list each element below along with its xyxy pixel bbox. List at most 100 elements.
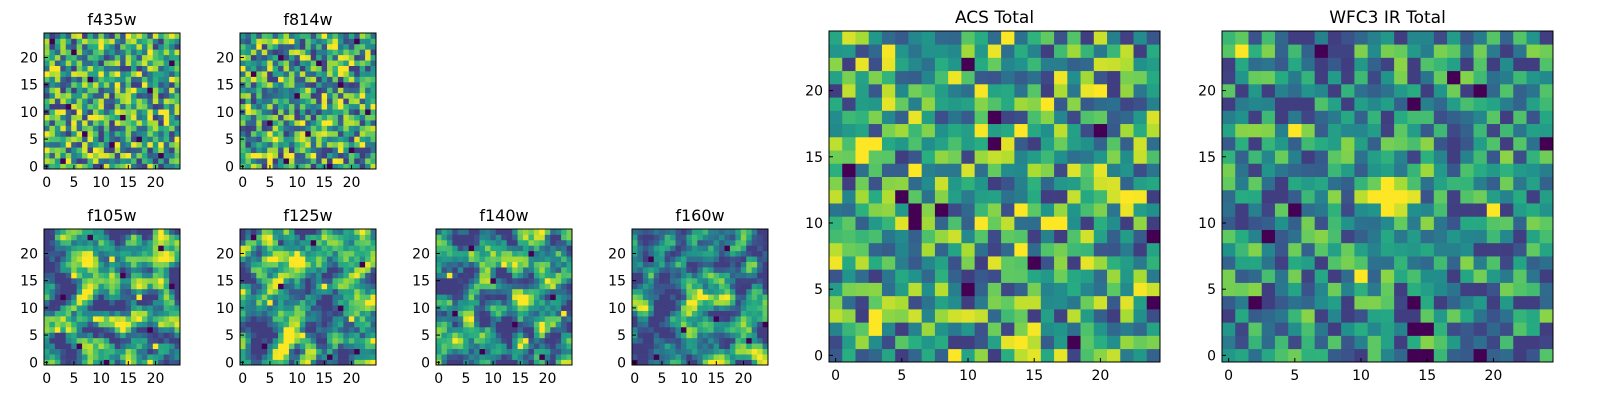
heatmap-cell [147, 33, 154, 39]
heatmap-cell [735, 332, 742, 339]
heatmap-cell [44, 33, 50, 39]
heatmap-cell [163, 332, 170, 339]
heatmap-cell [740, 250, 747, 257]
heatmap-cell [250, 71, 257, 77]
heatmap-cell [680, 277, 687, 284]
heatmap-cell [332, 49, 339, 56]
heatmap-cell [354, 256, 361, 262]
heatmap-cell [321, 114, 328, 121]
heatmap-cell [452, 332, 459, 339]
heatmap-cell [881, 31, 896, 45]
heatmap-cell [670, 348, 676, 355]
heatmap-cell [92, 60, 99, 66]
heatmap-cell [76, 250, 83, 257]
heatmap-cell [109, 277, 116, 284]
heatmap-cell [82, 294, 88, 301]
heatmap-cell [757, 337, 763, 344]
heatmap-cell [457, 256, 464, 262]
heatmap-cell [829, 256, 843, 270]
heatmap-cell [948, 242, 962, 257]
heatmap-cell [125, 33, 132, 39]
heatmap-cell [735, 256, 742, 262]
heatmap-cell [501, 316, 508, 322]
heatmap-cell [278, 87, 284, 94]
heatmap-cell [735, 234, 742, 241]
heatmap-cell [354, 43, 361, 50]
heatmap-cell [1040, 83, 1055, 98]
heatmap-cell [855, 229, 870, 244]
heatmap-cell [114, 310, 121, 317]
heatmap-cell [474, 272, 480, 279]
heatmap-cell [92, 272, 99, 279]
x-tick-label: 0 [238, 371, 247, 387]
heatmap-cell [517, 310, 524, 317]
heatmap-cell [842, 348, 856, 363]
heatmap-cell [267, 316, 273, 322]
heatmap-cell [98, 310, 105, 317]
heatmap-cell [169, 267, 175, 273]
heatmap-cell [332, 354, 339, 360]
heatmap-cell [299, 261, 306, 268]
heatmap-cell [441, 359, 448, 366]
heatmap-cell [278, 267, 284, 273]
heatmap-cell [114, 152, 121, 159]
heatmap-cell [1341, 309, 1355, 323]
heatmap-cell [44, 43, 50, 50]
heatmap-cell [506, 250, 513, 257]
heatmap-cell [680, 267, 687, 273]
heatmap-cell [1473, 256, 1488, 270]
heatmap-cell [141, 125, 148, 132]
panel-title: f140w [479, 206, 528, 225]
heatmap-cell [719, 234, 725, 241]
heatmap-cell [147, 332, 154, 339]
heatmap-cell [256, 343, 263, 350]
heatmap-cell [114, 87, 121, 94]
heatmap-cell [141, 294, 148, 301]
heatmap-cell [512, 256, 518, 262]
heatmap-cell [686, 277, 693, 284]
heatmap-cell [359, 147, 366, 154]
heatmap-cell [1120, 123, 1134, 138]
heatmap-cell [158, 250, 165, 257]
heatmap-cell [261, 321, 268, 328]
heatmap-cell [490, 332, 497, 339]
heatmap-cell [484, 321, 491, 328]
heatmap-cell [1067, 176, 1081, 191]
heatmap-cell [141, 163, 148, 170]
heatmap-cell [103, 348, 110, 355]
heatmap-cell [272, 267, 279, 273]
y-tick-label: 10 [412, 301, 430, 317]
heatmap-cell [974, 295, 989, 310]
heatmap-cell [1120, 269, 1134, 283]
heatmap-cell [1054, 309, 1068, 323]
heatmap-cell [82, 337, 88, 344]
heatmap-cell [65, 120, 72, 126]
heatmap-cell [120, 76, 126, 83]
heatmap-cell [479, 354, 486, 360]
axes-frame [239, 32, 377, 170]
heatmap-cell [365, 321, 371, 328]
heatmap-cell [125, 54, 132, 61]
heatmap-cell [343, 114, 350, 121]
heatmap-cell [987, 335, 1002, 350]
heatmap-cell [632, 288, 638, 295]
heatmap-cell [54, 294, 61, 301]
heatmap-cell [1473, 309, 1488, 323]
heatmap-cell [272, 38, 279, 45]
heatmap-cell [512, 277, 518, 284]
heatmap-cell [365, 261, 371, 268]
heatmap-cell [855, 110, 870, 125]
heatmap-cell [895, 203, 909, 217]
heatmap-cell [642, 294, 649, 301]
heatmap-cell [141, 272, 148, 279]
heatmap-cell [348, 288, 355, 295]
heatmap-cell [1539, 176, 1554, 191]
heatmap-cell [653, 294, 660, 301]
heatmap-cell [120, 305, 126, 311]
heatmap-cell [729, 294, 736, 301]
heatmap-cell [316, 98, 322, 105]
heatmap-cell [452, 229, 459, 235]
heatmap-cell [261, 71, 268, 77]
heatmap-cell [948, 203, 962, 217]
